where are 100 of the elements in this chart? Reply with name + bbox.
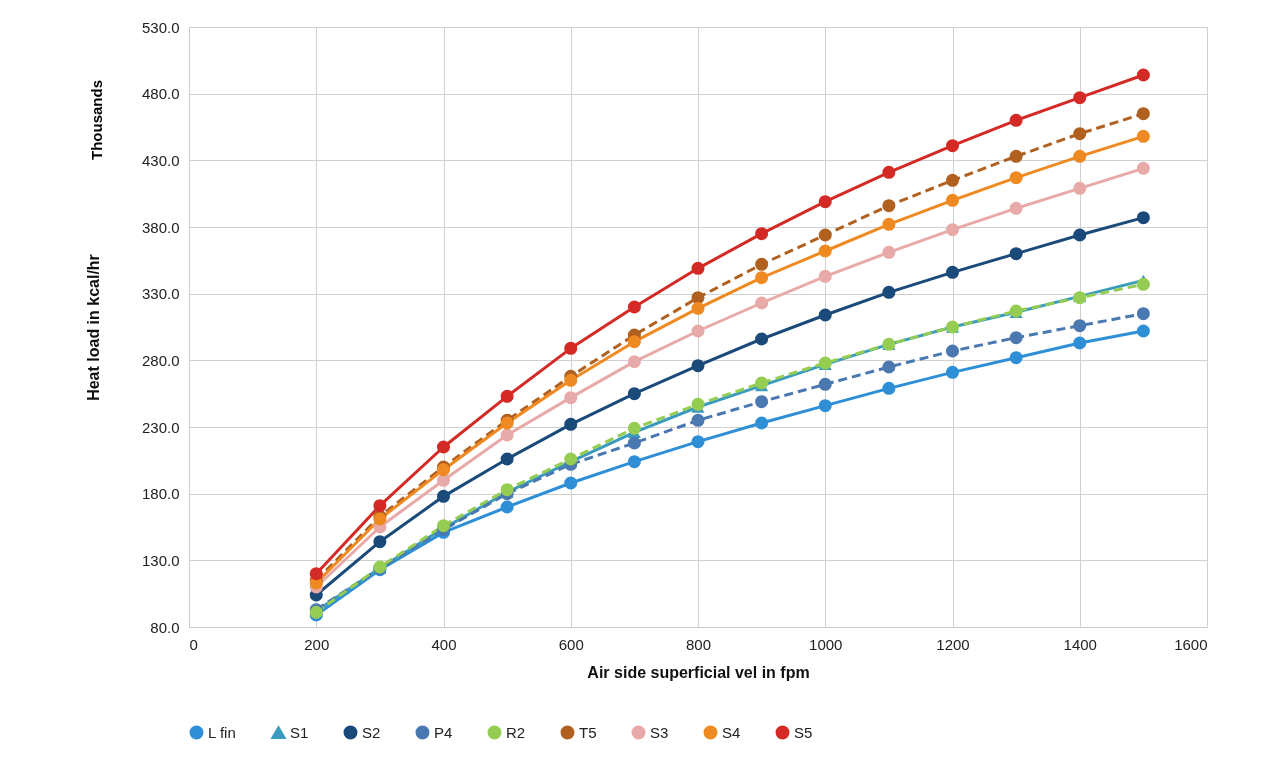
point <box>945 223 960 237</box>
legend-label: P4 <box>434 723 453 741</box>
point <box>882 245 896 259</box>
point <box>564 476 578 490</box>
point <box>1073 91 1087 105</box>
point <box>691 413 705 427</box>
point <box>755 257 769 271</box>
point <box>882 199 896 213</box>
point <box>1009 247 1023 261</box>
legend-label: S5 <box>794 723 813 741</box>
point <box>1073 319 1087 333</box>
point <box>1136 161 1150 175</box>
point <box>627 421 641 435</box>
legend-label: T5 <box>579 723 597 741</box>
point <box>627 355 641 369</box>
legend-label: R2 <box>506 723 526 741</box>
point <box>1009 201 1023 215</box>
x-tick-label: 0 <box>189 635 198 653</box>
point <box>755 332 769 346</box>
point <box>500 389 514 403</box>
point <box>1136 324 1150 338</box>
y-tick-label: 380.0 <box>141 218 180 236</box>
point <box>564 417 578 431</box>
point <box>1073 149 1087 163</box>
point <box>818 308 832 322</box>
point <box>309 567 323 581</box>
point <box>436 440 451 454</box>
x-tick-label: 800 <box>685 635 712 653</box>
point <box>755 296 769 310</box>
point <box>882 165 896 179</box>
legend-label: S3 <box>650 723 669 741</box>
y-tick-label: 80.0 <box>150 618 180 636</box>
point <box>1009 113 1023 127</box>
point <box>627 455 641 469</box>
x-tick-label: 400 <box>431 635 457 653</box>
point <box>1009 149 1023 163</box>
point <box>1073 228 1087 242</box>
y-tick-label: 480.0 <box>141 85 180 103</box>
y-tick-label: 430.0 <box>141 151 180 169</box>
x-axis-title: Air side superficial vel in fpm <box>587 663 810 681</box>
point <box>691 324 705 338</box>
point <box>755 271 769 285</box>
point <box>500 428 514 442</box>
point <box>436 473 451 487</box>
point <box>818 228 832 242</box>
point <box>627 300 641 314</box>
point <box>1073 336 1087 350</box>
point <box>755 227 769 241</box>
point <box>1073 127 1087 141</box>
point <box>627 387 641 401</box>
point <box>1136 129 1150 143</box>
point <box>818 377 832 391</box>
x-tick-label: 1400 <box>1063 635 1097 653</box>
legend-label: S1 <box>290 723 309 741</box>
text: Thousands <box>88 79 105 160</box>
point <box>818 269 832 283</box>
y-tick-label: 330.0 <box>141 285 180 303</box>
point <box>1009 351 1023 365</box>
point <box>818 195 832 209</box>
x-tick-label: 1200 <box>936 635 970 653</box>
legend-label: S4 <box>722 723 741 741</box>
point <box>436 489 451 503</box>
point <box>945 365 960 379</box>
point <box>945 193 960 207</box>
point <box>945 344 960 358</box>
x-tick-label: 600 <box>558 635 584 653</box>
point <box>818 399 832 413</box>
point <box>564 373 578 387</box>
x-tick-label: 1600 <box>1174 635 1208 653</box>
point <box>882 285 896 299</box>
point <box>500 500 514 514</box>
point <box>1136 277 1150 291</box>
point <box>1073 181 1087 195</box>
point <box>691 435 705 449</box>
x-tick-label: 1000 <box>809 635 843 653</box>
point <box>1136 107 1150 121</box>
legend-label: L fin <box>208 723 236 741</box>
point <box>691 261 705 275</box>
y-tick-label: 530.0 <box>141 18 180 36</box>
point <box>945 265 960 279</box>
point <box>564 391 578 405</box>
point <box>882 381 896 395</box>
y-tick-label: 130.0 <box>141 551 180 569</box>
point <box>882 217 896 231</box>
point <box>755 376 769 390</box>
y-tick-label: 280.0 <box>141 351 180 369</box>
y-tick-label: 230.0 <box>141 418 180 436</box>
point <box>945 173 960 187</box>
point <box>1009 331 1023 345</box>
y-axis-title: Heat load in kcal/hr <box>84 254 102 401</box>
point <box>691 301 705 315</box>
point <box>1136 307 1150 321</box>
point <box>627 436 641 450</box>
point <box>564 452 578 466</box>
point <box>373 535 387 549</box>
point <box>882 360 896 374</box>
point <box>564 341 578 355</box>
point <box>691 359 705 373</box>
point <box>691 397 705 411</box>
x-tick-label: 200 <box>304 635 330 653</box>
